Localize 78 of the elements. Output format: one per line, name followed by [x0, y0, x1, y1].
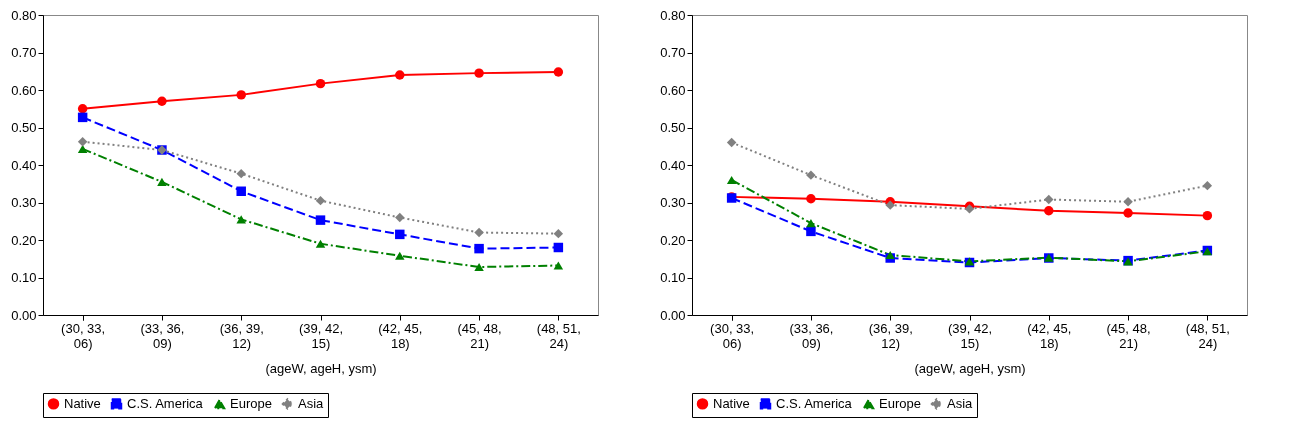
point	[553, 228, 564, 239]
legend-label: Europe	[230, 396, 272, 412]
legend-label: Asia	[947, 395, 974, 411]
point	[157, 177, 167, 186]
point	[1202, 180, 1213, 191]
x-tick-label: (45, 48, 21)	[1106, 320, 1151, 351]
x-tick-label: (42, 45, 18)	[378, 320, 423, 351]
y-tick-label: 0.30	[660, 195, 686, 210]
x-tick-label: (33, 36, 09)	[140, 320, 185, 351]
x-tick-label: (30, 33, 06)	[710, 320, 755, 351]
x-axis-title: (ageW, ageH, ysm)	[914, 360, 1026, 376]
y-tick-label: 0.00	[660, 307, 686, 323]
y-tick-label: 0.50	[660, 120, 686, 135]
x-tick-label: (42, 45, 18)	[1027, 320, 1072, 351]
point	[395, 212, 405, 223]
point	[553, 242, 564, 253]
x-tick-label: (39, 42, 15)	[947, 320, 993, 351]
point	[77, 137, 88, 147]
point	[77, 112, 88, 123]
point	[1123, 208, 1133, 218]
legend-label: Native	[713, 395, 750, 411]
point	[1044, 194, 1054, 205]
point	[315, 239, 326, 248]
x-tick-label: (48, 51, 24)	[1185, 320, 1230, 351]
legend-label: Europe	[879, 396, 921, 412]
point	[726, 175, 737, 185]
y-tick-label: 0.40	[660, 157, 686, 173]
point	[474, 68, 484, 78]
y-tick-label: 0.40	[11, 157, 37, 173]
point	[236, 186, 246, 196]
x-tick-label: (45, 48, 21)	[457, 320, 502, 351]
point	[474, 262, 484, 272]
point	[395, 251, 405, 260]
legend-label: Asia	[298, 395, 325, 411]
y-tick-label: 0.70	[660, 45, 686, 60]
point	[806, 194, 816, 204]
point	[315, 215, 326, 225]
legend-label: C.S. America	[776, 395, 853, 411]
point	[157, 96, 167, 106]
y-tick-label: 0.70	[11, 45, 37, 60]
x-tick-label: (36, 39, 12)	[219, 320, 264, 351]
point	[726, 137, 737, 148]
point	[236, 168, 246, 179]
point	[1123, 197, 1133, 207]
y-tick-label: 0.20	[660, 232, 686, 248]
legend-label: C.S. America	[127, 395, 204, 411]
point	[395, 70, 405, 80]
point	[553, 261, 564, 270]
x-tick-label: (30, 33, 06)	[61, 320, 106, 351]
y-tick-label: 0.00	[11, 307, 37, 323]
y-tick-label: 0.60	[660, 82, 686, 98]
point	[236, 90, 246, 100]
x-axis-title: (ageW, ageH, ysm)	[265, 360, 377, 376]
x-tick-label: (33, 36, 09)	[789, 320, 834, 351]
point	[315, 78, 326, 89]
point	[553, 67, 564, 77]
point	[806, 219, 816, 228]
y-tick-label: 0.60	[11, 82, 37, 98]
x-tick-label: (48, 51, 24)	[536, 320, 581, 351]
point	[77, 144, 88, 153]
point	[1044, 206, 1054, 216]
y-tick-label: 0.30	[11, 195, 37, 210]
point	[395, 229, 405, 240]
y-tick-label: 0.20	[11, 232, 37, 248]
legend-label: Native	[64, 395, 101, 411]
x-tick-label: (36, 39, 12)	[868, 320, 913, 351]
y-tick-label: 0.80	[660, 7, 686, 23]
point	[474, 227, 484, 238]
y-tick-label: 0.10	[11, 270, 37, 285]
x-tick-label: (39, 42, 15)	[298, 320, 344, 351]
point	[474, 243, 484, 254]
point	[1202, 210, 1213, 221]
y-tick-label: 0.80	[11, 7, 37, 23]
point	[77, 104, 88, 114]
y-tick-label: 0.50	[11, 120, 37, 135]
y-tick-label: 0.10	[660, 270, 686, 285]
point	[806, 226, 816, 237]
point	[315, 195, 326, 206]
